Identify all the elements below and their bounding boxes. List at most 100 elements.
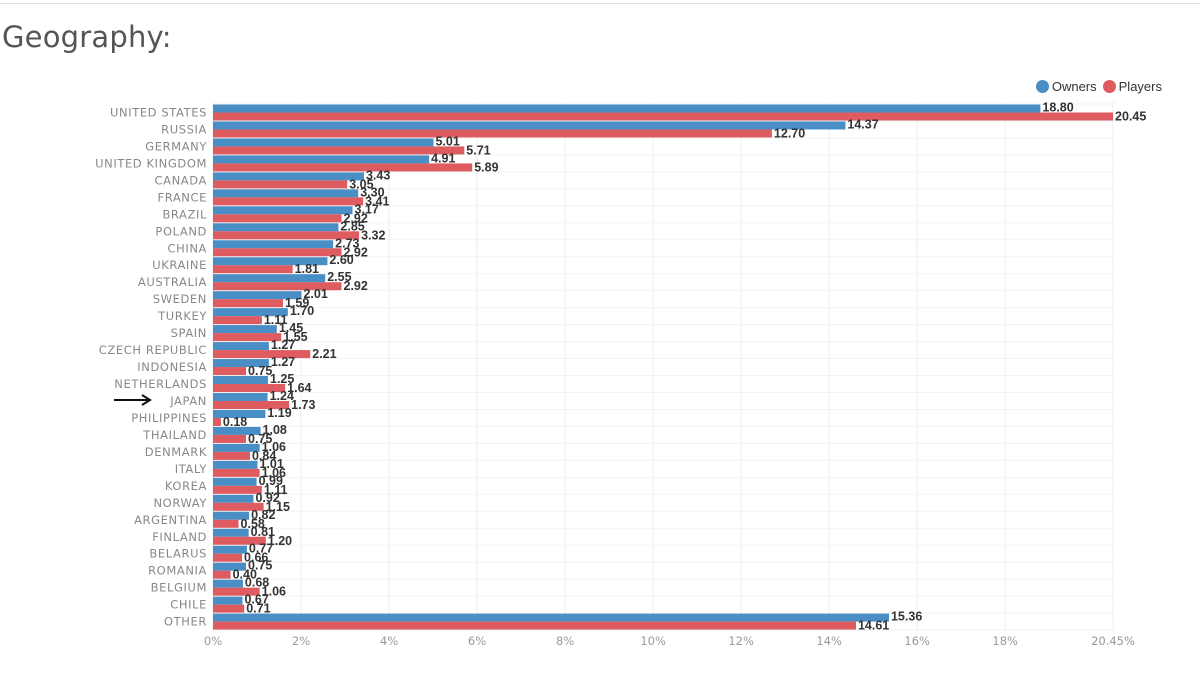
bar-owners — [213, 223, 339, 232]
category-label: DENMARK — [145, 445, 207, 459]
category-label: NETHERLANDS — [114, 377, 207, 391]
bar-owners — [213, 121, 846, 130]
value-label-players: 14.61 — [858, 619, 889, 633]
value-label-owners: 0.92 — [255, 491, 279, 505]
value-label-players: 3.32 — [361, 228, 385, 242]
value-label-owners: 0.68 — [245, 576, 269, 590]
bar-owners — [213, 596, 243, 605]
bar-owners — [213, 359, 269, 368]
value-label-players: 0.71 — [246, 602, 270, 616]
arrow-right-icon — [114, 394, 152, 406]
value-label-owners: 1.08 — [263, 423, 287, 437]
category-label: UNITED STATES — [110, 106, 207, 120]
category-label: JAPAN — [169, 394, 207, 408]
bar-players — [213, 384, 286, 393]
value-label-players: 0.66 — [244, 551, 268, 565]
bar-players — [213, 604, 245, 613]
category-label: TURKEY — [157, 309, 207, 323]
value-label-players: 3.41 — [365, 194, 389, 208]
x-tick-label: 8% — [556, 634, 574, 648]
value-label-players: 2.92 — [344, 245, 368, 259]
legend-item-owners[interactable]: Owners — [1035, 79, 1097, 94]
bar-players — [213, 451, 250, 460]
value-label-players: 1.06 — [262, 585, 286, 599]
value-label-owners: 1.27 — [271, 338, 295, 352]
bar-owners — [213, 172, 364, 181]
category-label: THAILAND — [142, 428, 207, 442]
category-label: SWEDEN — [153, 292, 207, 306]
category-label: BELARUS — [149, 547, 207, 561]
bar-owners — [213, 206, 353, 215]
value-label-owners: 1.24 — [270, 389, 294, 403]
value-label-owners: 1.27 — [271, 355, 295, 369]
value-label-players: 1.15 — [266, 500, 290, 514]
category-label: AUSTRALIA — [138, 275, 207, 289]
bar-players — [213, 214, 342, 223]
value-label-owners: 4.91 — [431, 151, 455, 165]
bar-players — [213, 519, 239, 528]
bar-players — [213, 502, 264, 511]
category-label: POLAND — [155, 224, 207, 238]
bar-owners — [213, 342, 269, 351]
x-tick-label: 16% — [904, 634, 930, 648]
value-label-owners: 0.77 — [249, 542, 273, 556]
value-label-players: 1.59 — [285, 296, 309, 310]
legend-swatch-players — [1102, 80, 1116, 93]
legend-item-players[interactable]: Players — [1102, 79, 1162, 94]
bar-owners — [213, 291, 302, 300]
value-label-owners: 3.17 — [355, 202, 379, 216]
bar-players — [213, 485, 262, 494]
bar-owners — [213, 138, 434, 147]
value-label-owners: 2.85 — [340, 219, 364, 233]
category-label: BELGIUM — [151, 581, 207, 595]
value-label-owners: 14.37 — [847, 117, 878, 131]
value-label-players: 2.92 — [344, 211, 368, 225]
category-label: RUSSIA — [161, 122, 207, 136]
value-label-players: 1.06 — [262, 466, 286, 480]
value-label-owners: 1.01 — [259, 457, 283, 471]
bar-players — [213, 265, 293, 274]
x-tick-label: 18% — [992, 634, 1018, 648]
bar-players — [213, 112, 1113, 121]
value-label-players: 5.71 — [466, 143, 490, 157]
category-label: CHILE — [170, 598, 207, 612]
bar-owners — [213, 240, 334, 249]
bar-owners — [213, 579, 243, 588]
bar-owners — [213, 443, 260, 452]
bar-players — [213, 197, 364, 206]
x-tick-label: 4% — [380, 634, 398, 648]
value-label-players: 1.81 — [295, 262, 319, 276]
value-label-players: 3.05 — [349, 177, 373, 191]
category-label: NORWAY — [153, 496, 207, 510]
bar-owners — [213, 376, 269, 385]
bar-players — [213, 367, 247, 376]
value-label-players: 0.75 — [248, 432, 272, 446]
bar-owners — [213, 392, 268, 401]
x-tick-label: 12% — [728, 634, 754, 648]
bar-owners — [213, 308, 288, 317]
bar-owners — [213, 426, 261, 435]
bar-owners — [213, 511, 250, 520]
value-label-owners: 2.01 — [303, 287, 327, 301]
value-label-players: 0.58 — [241, 517, 265, 531]
bar-players — [213, 621, 856, 630]
x-tick-label: 6% — [468, 634, 486, 648]
bar-owners — [213, 562, 247, 571]
bar-players — [213, 570, 231, 579]
bar-owners — [213, 104, 1041, 113]
category-label: FRANCE — [157, 190, 207, 204]
bar-players — [213, 163, 473, 172]
x-tick-label: 2% — [292, 634, 310, 648]
bar-players — [213, 146, 465, 155]
category-label: BRAZIL — [162, 207, 207, 221]
bar-players — [213, 282, 342, 291]
category-label: CZECH REPUBLIC — [99, 343, 207, 357]
bar-owners — [213, 613, 889, 622]
category-label: SPAIN — [171, 326, 207, 340]
value-label-players: 1.11 — [264, 313, 288, 327]
x-tick-label: 10% — [640, 634, 666, 648]
value-label-owners: 0.75 — [248, 559, 272, 573]
category-label: CANADA — [155, 173, 208, 187]
value-label-owners: 0.99 — [259, 474, 283, 488]
